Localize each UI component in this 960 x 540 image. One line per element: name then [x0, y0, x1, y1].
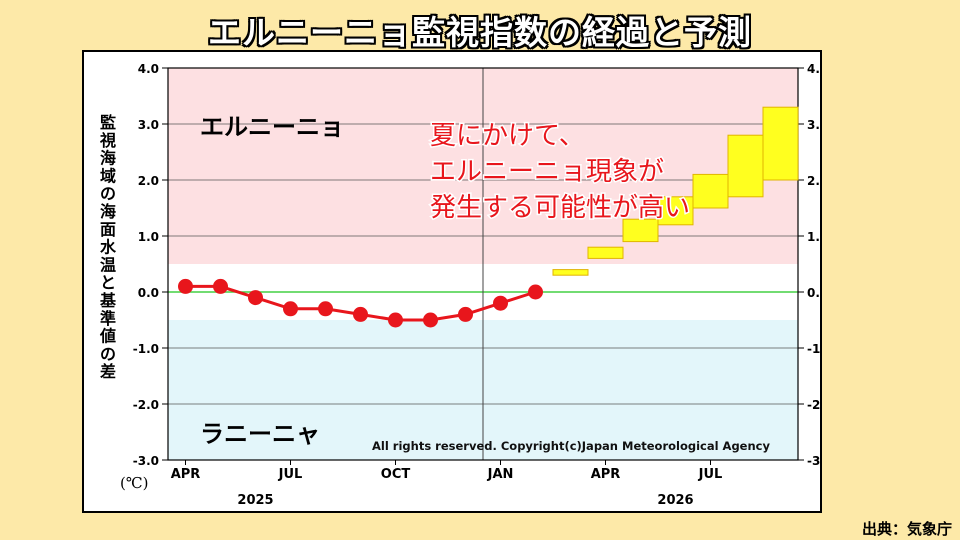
x-tick-label: JUL [698, 467, 723, 482]
annotation-line: 発生する可能性が高い [430, 193, 690, 223]
year-label: 2025 [237, 493, 273, 508]
el-nino-label: エルニーニョ [200, 113, 344, 141]
y-tick-label-right: 2.0 [807, 174, 820, 188]
y-tick-label-right: -3.0 [807, 454, 820, 468]
observed-point [283, 301, 298, 317]
unit-label: (℃) [120, 474, 148, 492]
observed-point [318, 301, 333, 317]
x-tick-label: JUL [278, 467, 303, 482]
y-tick-label-left: 4.0 [138, 62, 159, 76]
forecast-range-box [727, 134, 764, 198]
forecast-range-box [587, 246, 624, 259]
observed-point [493, 295, 508, 311]
forecast-range-box [657, 196, 694, 226]
page-title: エルニーニョ監視指数の経過と予測 [208, 13, 752, 52]
x-tick-label: APR [171, 467, 201, 482]
y-tick-label-left: 3.0 [138, 118, 159, 132]
y-tick-label-left: -1.0 [133, 342, 159, 356]
y-tick-label-left: 0.0 [138, 286, 159, 300]
y-tick-label-right: 0.0 [807, 286, 820, 300]
copyright-text: All rights reserved. Copyright(c)Japan M… [372, 439, 770, 453]
y-axis-label: 監視海域の海面水温と基準値の差 [99, 113, 117, 381]
observed-point [178, 278, 193, 294]
source-credit: 出典：気象庁 [861, 520, 952, 538]
y-tick-label-left: -2.0 [133, 398, 159, 412]
la-nina-label: ラニーニャ [200, 420, 320, 448]
observed-point [423, 312, 438, 328]
y-tick-label-left: -3.0 [133, 454, 159, 468]
observed-point [528, 284, 543, 300]
y-tick-label-right: 4.0 [807, 62, 820, 76]
annotation-line: 夏にかけて、 [430, 121, 585, 151]
observed-point [248, 290, 263, 306]
x-tick-label: APR [591, 467, 621, 482]
observed-point [458, 306, 473, 322]
sst-anomaly-chart: 4.0 4.0 3.0 3.0 2.0 2.0 1.0 1.0 0.0 0.0 -1.0 -1.0 -2… [99, 62, 820, 508]
forecast-range-box [622, 218, 659, 243]
forecast-range-box [552, 269, 589, 276]
chart-panel: 4.0 4.0 3.0 3.0 2.0 2.0 1.0 1.0 0.0 0.0 -1.0 -1.0 -2… [82, 50, 822, 513]
x-tick-label: JAN [487, 467, 514, 482]
observed-point [388, 312, 403, 328]
observed-point [213, 278, 228, 294]
plot-frame [167, 67, 799, 461]
observed-point [353, 306, 368, 322]
year-label: 2026 [657, 493, 693, 508]
x-tick-label: OCT [381, 467, 411, 482]
y-tick-label-right: 3.0 [807, 118, 820, 132]
forecast-range-box [762, 106, 799, 181]
y-tick-label-left: 2.0 [138, 174, 159, 188]
forecast-range-box [692, 173, 729, 209]
y-tick-label-left: 1.0 [138, 230, 159, 244]
y-tick-label-right: -2.0 [807, 398, 820, 412]
annotation-line: エルニーニョ現象が [430, 157, 664, 187]
y-tick-label-right: -1.0 [807, 342, 820, 356]
y-tick-label-right: 1.0 [807, 230, 820, 244]
